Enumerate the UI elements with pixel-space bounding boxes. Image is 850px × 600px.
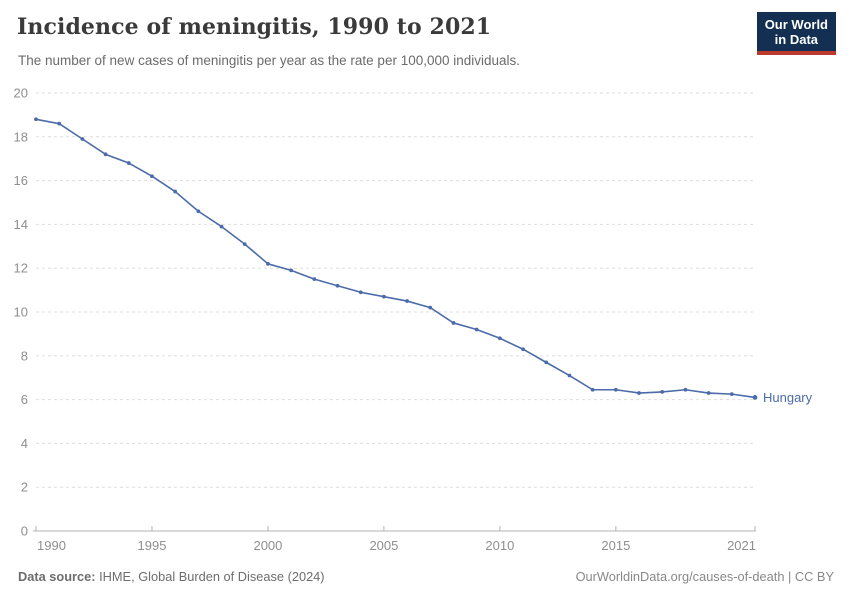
data-point-hungary-2007[interactable] [428,305,433,310]
data-point-hungary-2005[interactable] [382,294,386,299]
x-tick-label-2010: 2010 [485,538,514,553]
chart-subtitle: The number of new cases of meningitis pe… [18,53,521,68]
data-point-hungary-2000[interactable] [266,261,270,266]
data-point-hungary-1990[interactable] [34,117,38,122]
data-point-hungary-2002[interactable] [312,277,317,282]
y-tick-label-18: 18 [14,129,28,144]
data-point-hungary-1991[interactable] [57,121,62,126]
data-source-text: IHME, Global Burden of Disease (2024) [95,569,325,584]
page-title: Incidence of meningitis, 1990 to 2021 [17,14,492,40]
y-tick-label-8: 8 [21,348,28,363]
data-point-hungary-2013[interactable] [567,373,572,378]
owid-logo-line1: Our World [764,17,828,32]
y-tick-label-16: 16 [14,173,28,188]
series-label-hungary[interactable]: Hungary [763,390,813,405]
data-point-hungary-1992[interactable] [80,137,85,141]
data-point-hungary-1993[interactable] [103,152,108,157]
data-source-label: Data source: [18,569,96,584]
data-point-hungary-2017[interactable] [660,390,665,394]
data-point-hungary-2019[interactable] [706,391,711,395]
x-tick-label-1995: 1995 [138,538,167,553]
y-tick-label-14: 14 [14,217,28,232]
data-point-hungary-2016[interactable] [637,391,641,395]
data-point-hungary-2006[interactable] [405,299,409,303]
data-point-hungary-2009[interactable] [474,327,479,332]
credit-link[interactable]: OurWorldinData.org/causes-of-death | CC … [575,569,834,584]
data-point-hungary-2018[interactable] [683,387,688,392]
y-tick-label-0: 0 [21,524,28,539]
x-tick-label-2005: 2005 [369,538,398,553]
y-tick-label-6: 6 [21,392,28,407]
x-tick-label-2021: 2021 [727,538,756,553]
owid-logo-line2: in Data [774,32,819,47]
data-point-hungary-1994[interactable] [126,161,131,165]
owid-logo: Our World in Data [756,12,836,55]
y-tick-label-2: 2 [21,480,28,495]
data-point-hungary-2011[interactable] [521,347,525,352]
data-point-hungary-2003[interactable] [335,283,340,288]
data-point-hungary-2020[interactable] [729,392,734,397]
x-tick-label-2015: 2015 [601,538,630,553]
data-point-hungary-2014[interactable] [590,387,595,392]
y-tick-label-10: 10 [14,305,28,320]
data-point-hungary-2004[interactable] [358,290,363,295]
data-point-hungary-2021[interactable] [752,395,758,400]
x-tick-label-2000: 2000 [253,538,282,553]
data-source-note: Data source: IHME, Global Burden of Dise… [18,569,325,584]
data-point-hungary-1995[interactable] [150,174,154,179]
data-point-hungary-1999[interactable] [242,242,247,247]
y-tick-label-12: 12 [14,261,28,276]
data-point-hungary-1996[interactable] [173,189,178,194]
data-point-hungary-1998[interactable] [219,224,224,229]
series-line-hungary[interactable] [35,118,756,399]
x-tick-label-1990: 1990 [37,538,66,553]
data-point-hungary-1997[interactable] [196,209,201,214]
data-point-hungary-2001[interactable] [289,268,294,273]
data-point-hungary-2012[interactable] [544,360,549,365]
chart-footer: Data source: IHME, Global Burden of Dise… [18,569,834,584]
y-tick-label-4: 4 [21,436,28,451]
data-point-hungary-2008[interactable] [451,321,456,325]
data-point-hungary-2015[interactable] [613,387,618,392]
data-point-hungary-2010[interactable] [497,336,502,341]
y-tick-label-20: 20 [14,86,28,101]
